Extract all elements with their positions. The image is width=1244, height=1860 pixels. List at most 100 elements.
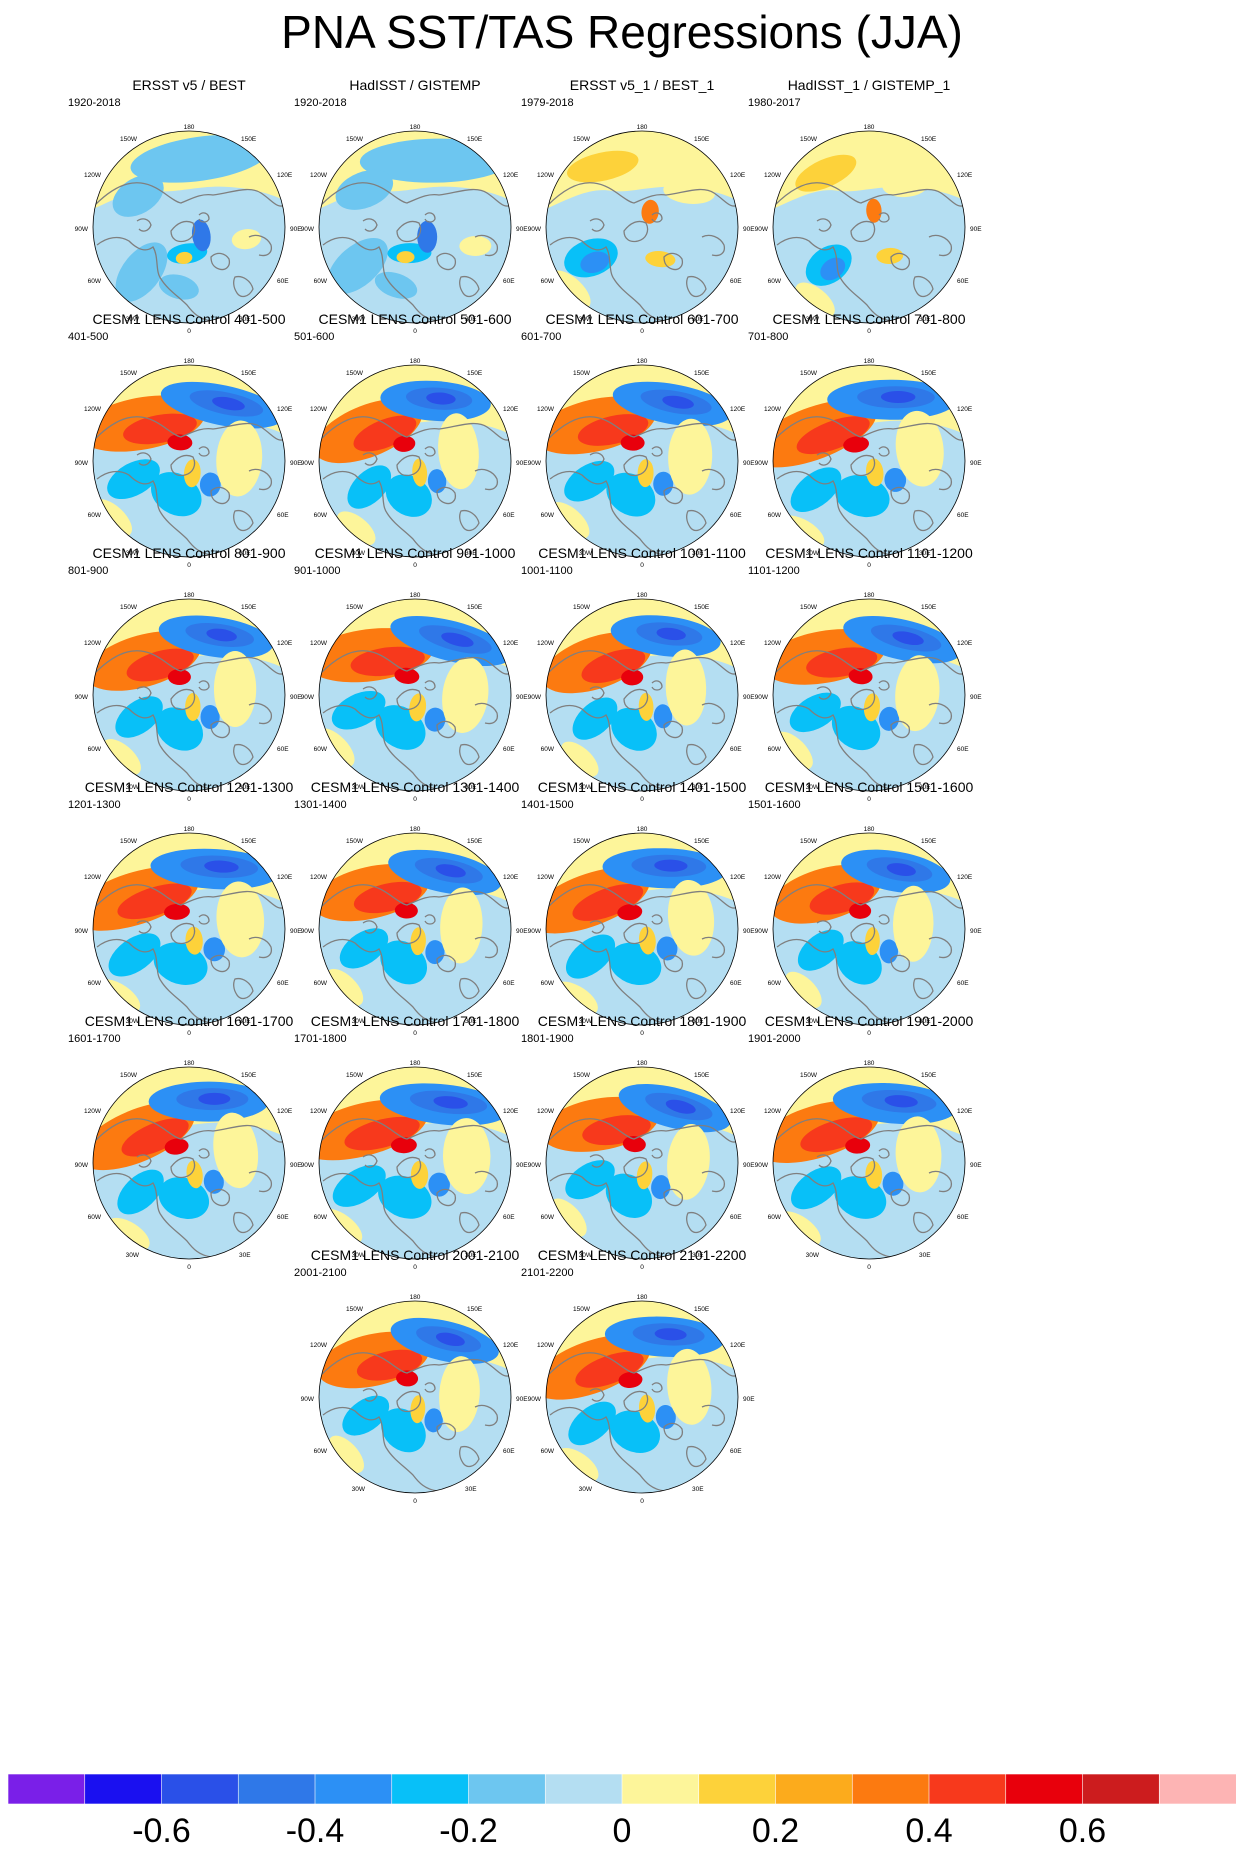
cold-anomaly <box>339 928 389 969</box>
coastline <box>322 236 438 322</box>
longitude-label: 60W <box>314 512 328 519</box>
longitude-label: 120E <box>730 1108 746 1115</box>
warm-anomaly <box>645 250 676 268</box>
coastline <box>686 743 707 766</box>
longitude-label: 150W <box>573 1072 591 1079</box>
coastline <box>136 452 152 466</box>
polar-map: 180 150E 120E 90E 60E 30E 0 30W 60W 90W 120W 150W <box>528 592 756 803</box>
coastline <box>549 704 665 790</box>
warm-anomaly <box>561 741 599 777</box>
coastline <box>878 446 890 457</box>
longitude-label: 60E <box>277 278 289 285</box>
longitude-label: 60E <box>503 980 515 987</box>
panel-period: 1920-2018 <box>294 97 347 109</box>
longitude-label: 90E <box>290 1162 302 1169</box>
longitude-label: 60W <box>768 1214 782 1221</box>
warm-anomaly <box>396 1370 419 1387</box>
panel-title: ERSST v5_1 / BEST_1 <box>569 77 715 93</box>
polar-map: 180 150E 120E 90E 60E 30E 0 30W 60W 90W 120W 150W <box>755 1060 983 1271</box>
longitude-label: 150W <box>346 370 364 377</box>
longitude-label: 90E <box>743 694 755 701</box>
coastline <box>774 182 965 207</box>
longitude-label: 180 <box>184 826 195 833</box>
longitude-label: 30W <box>352 784 366 791</box>
coastline <box>362 1388 378 1402</box>
coastline <box>878 1148 890 1159</box>
longitude-label: 0 <box>640 562 644 569</box>
cold-anomaly <box>580 251 610 274</box>
longitude-label: 90W <box>528 226 542 233</box>
warm-anomaly <box>667 1348 712 1425</box>
longitude-label: 120W <box>764 172 782 179</box>
longitude-label: 0 <box>640 796 644 803</box>
coastline <box>623 1390 649 1413</box>
longitude-label: 150W <box>800 136 818 143</box>
longitude-label: 180 <box>637 124 648 131</box>
longitude-label: 30E <box>919 550 931 557</box>
warm-anomaly <box>326 968 364 1006</box>
cold-anomaly <box>662 395 694 409</box>
polar-map: 180 150E 120E 90E 60E 30E 0 30W 60W 90W 120W 150W <box>301 124 529 335</box>
coastline <box>248 234 273 257</box>
coastline <box>663 720 684 739</box>
coastline <box>774 650 965 675</box>
warm-anomaly <box>439 1356 480 1433</box>
coastline <box>774 416 965 441</box>
longitude-label: 150W <box>573 604 591 611</box>
coastline <box>424 680 436 691</box>
coastline <box>878 680 890 691</box>
warm-anomaly <box>617 904 643 921</box>
coastline <box>928 702 953 725</box>
cold-anomaly <box>789 692 841 733</box>
longitude-label: 0 <box>413 796 417 803</box>
longitude-label: 150E <box>467 136 483 143</box>
map-border <box>92 598 286 792</box>
longitude-label: 120E <box>503 640 519 647</box>
coastline <box>459 275 480 298</box>
coastline <box>651 446 663 457</box>
longitude-label: 60E <box>277 980 289 987</box>
polar-map: 180 150E 120E 90E 60E 30E 0 30W 60W 90W 120W 150W <box>301 592 529 803</box>
coastline <box>322 938 438 1024</box>
longitude-label: 180 <box>637 1060 648 1067</box>
map-panel: CESM1 LENS Control 901-1000 901-1000 180 15… <box>280 544 550 820</box>
coastline <box>170 454 196 477</box>
coastline <box>94 650 285 675</box>
coastline <box>701 234 726 257</box>
longitude-label: 0 <box>187 796 191 803</box>
coastline <box>589 920 605 934</box>
warm-anomaly <box>572 883 644 921</box>
longitude-label: 60E <box>730 980 742 987</box>
longitude-label: 60W <box>768 980 782 987</box>
coastline <box>96 1172 212 1258</box>
longitude-label: 90W <box>528 928 542 935</box>
longitude-label: 150W <box>346 838 364 845</box>
longitude-label: 180 <box>410 358 421 365</box>
warm-anomaly <box>865 1160 883 1189</box>
longitude-label: 90E <box>290 460 302 467</box>
longitude-label: 30W <box>579 1252 593 1259</box>
map-border <box>545 832 739 1026</box>
cold-anomaly <box>568 1401 616 1446</box>
panel-period: 1601-1700 <box>68 1033 121 1045</box>
warm-anomaly <box>390 1137 417 1154</box>
longitude-label: 120E <box>277 1108 293 1115</box>
colorbar-swatch <box>698 1774 777 1804</box>
longitude-label: 60W <box>314 980 328 987</box>
coastline <box>890 252 911 271</box>
warm-anomaly <box>866 458 884 487</box>
longitude-label: 60E <box>730 278 742 285</box>
cold-anomaly <box>441 632 474 647</box>
longitude-label: 90E <box>970 226 982 233</box>
coastline <box>549 470 665 556</box>
longitude-label: 90E <box>743 226 755 233</box>
map-panel: CESM1 LENS Control 701-800 701-800 180 150E… <box>734 310 1004 586</box>
cold-anomaly <box>656 627 686 641</box>
panel-title: ERSST v5 / BEST <box>132 77 246 93</box>
longitude-label: 150W <box>346 136 364 143</box>
panel-period: 1001-1100 <box>521 565 573 577</box>
longitude-label: 90E <box>290 694 302 701</box>
colorbar-label: -0.6 <box>132 1812 191 1850</box>
coastline <box>96 938 212 1024</box>
longitude-label: 0 <box>413 1030 417 1037</box>
